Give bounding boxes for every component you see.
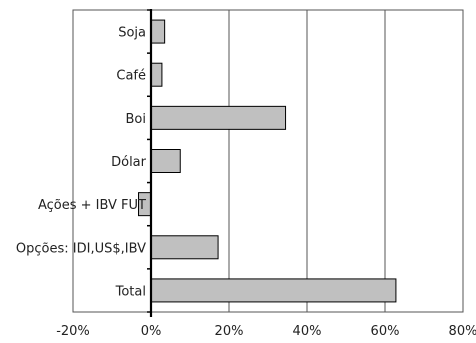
bars [138, 19, 397, 303]
bar [150, 105, 287, 130]
x-tick-label: -20% [56, 324, 90, 339]
bar [150, 278, 397, 303]
bar [150, 62, 163, 87]
bar [150, 19, 166, 44]
x-tick-labels: -20% 0% 20% 40% 60% 80% [56, 324, 476, 339]
bar [150, 235, 219, 260]
category-label: Total [115, 284, 146, 299]
zero-axis [147, 9, 153, 317]
x-tick-label: 0% [141, 324, 162, 339]
category-label: Opções: IDI,US$,IBV [16, 241, 146, 256]
category-label: Soja [118, 26, 146, 41]
plot-frame [72, 9, 464, 313]
x-tick-label: 20% [215, 324, 244, 339]
bar [150, 149, 181, 173]
gridlines [228, 10, 386, 312]
category-label: Dólar [111, 155, 147, 170]
category-label: Café [116, 69, 146, 84]
category-label: Ações + IBV FUT [38, 198, 146, 213]
category-label: Boi [126, 112, 146, 127]
x-tick-label: 80% [449, 324, 476, 339]
category-labels: Soja Café Boi Dólar Ações + IBV FUT Opções: I… [16, 26, 147, 300]
x-tick-label: 40% [293, 324, 322, 339]
x-tick-label: 60% [371, 324, 400, 339]
